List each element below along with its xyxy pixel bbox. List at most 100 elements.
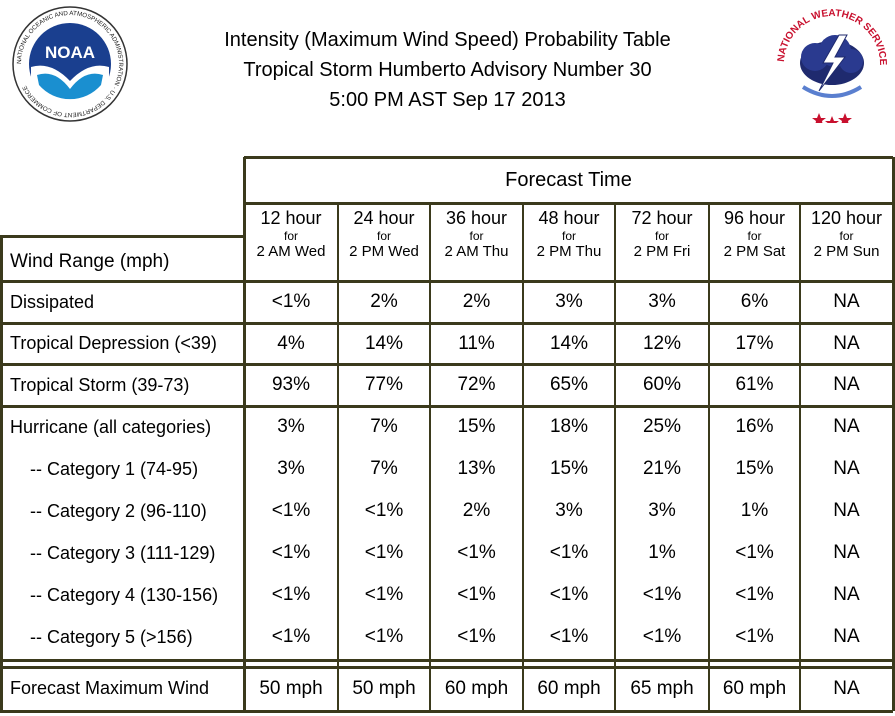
column-header-when: 2 PM Wed xyxy=(349,243,419,260)
table-cell: 7% xyxy=(370,458,398,479)
table-rule xyxy=(708,203,710,711)
column-header-for: for xyxy=(654,229,669,243)
table-cell: <1% xyxy=(364,500,404,521)
table-cell: <1% xyxy=(271,584,311,605)
table-cell: NA xyxy=(833,458,860,479)
table-rule xyxy=(337,203,339,711)
table-cell: <1% xyxy=(549,542,589,563)
table-cell: 60 mph xyxy=(537,677,601,699)
table-rule xyxy=(429,203,431,711)
column-header-for: for xyxy=(376,229,391,243)
column-header-hours: 24 hour xyxy=(353,208,415,228)
table-cell: 15% xyxy=(549,458,589,479)
table-cell: 2% xyxy=(370,291,398,312)
column-header-when: 2 PM Thu xyxy=(536,243,602,260)
table-cell: <1% xyxy=(457,584,496,605)
table-cell: 7% xyxy=(370,416,398,437)
column-header-when: 2 PM Sun xyxy=(813,243,880,260)
column-header: 72 hour for 2 PM Fri xyxy=(615,203,709,281)
table-cell: 65 mph xyxy=(630,677,694,699)
table-rule xyxy=(0,710,893,713)
table-rule xyxy=(614,203,616,711)
table-cell: NA xyxy=(833,584,860,605)
table-cell: NA xyxy=(833,374,860,395)
column-header: 24 hour for 2 PM Wed xyxy=(338,203,430,281)
row-label: Dissipated xyxy=(10,291,95,312)
table-cell: <1% xyxy=(271,291,311,312)
row-label: Tropical Storm (39-73) xyxy=(10,374,190,395)
table-cell: 65% xyxy=(549,374,589,395)
column-header-hours: 36 hour xyxy=(445,208,508,228)
table-cell: <1% xyxy=(642,584,682,605)
table-cell: 4% xyxy=(277,332,305,354)
row-label: -- Category 2 (96-110) xyxy=(30,500,207,521)
table-cell: 1% xyxy=(740,500,769,521)
column-header-hours: 96 hour xyxy=(723,208,786,228)
column-header-when: 2 AM Wed xyxy=(256,243,326,260)
table-cell: 6% xyxy=(740,291,769,312)
table-cell: 60 mph xyxy=(444,677,509,699)
column-header-for: for xyxy=(283,229,298,243)
table-cell: 3% xyxy=(555,500,583,521)
table-cell: 14% xyxy=(549,332,589,354)
title-line-2: Tropical Storm Humberto Advisory Number … xyxy=(243,59,652,81)
table-rule xyxy=(0,659,893,662)
table-cell: NA xyxy=(833,626,860,647)
table-rule xyxy=(0,236,3,711)
row-label: -- Category 3 (111-129) xyxy=(30,542,216,563)
column-header-for: for xyxy=(469,229,484,243)
table-cell: 3% xyxy=(648,500,676,521)
row-label: Forecast Maximum Wind xyxy=(10,678,210,698)
row-label: -- Category 5 (>156) xyxy=(30,626,193,647)
column-header-for: for xyxy=(747,229,762,243)
wind-range-header: Wind Range (mph) xyxy=(10,251,170,272)
table-cell: 1% xyxy=(648,542,676,563)
column-header-hours: 48 hour xyxy=(538,208,600,228)
table-cell: 3% xyxy=(648,291,676,312)
column-header-hours: 72 hour xyxy=(631,208,693,228)
page-title: Intensity (Maximum Wind Speed) Probabili… xyxy=(200,25,695,115)
table-cell: 15% xyxy=(457,416,496,437)
table-cell: 25% xyxy=(642,416,682,437)
row-label: -- Category 1 (74-95) xyxy=(30,458,199,479)
nws-logo: NATIONAL WEATHER SERVICE xyxy=(776,8,888,123)
table-cell: 13% xyxy=(457,458,496,479)
table-cell: 2% xyxy=(462,291,491,312)
column-header-when: 2 PM Sat xyxy=(723,243,786,260)
table-cell: NA xyxy=(833,500,860,521)
table-cell: 17% xyxy=(735,332,774,354)
table-cell: 2% xyxy=(462,500,491,521)
row-label: -- Category 4 (130-156) xyxy=(30,584,219,605)
table-rule xyxy=(522,203,524,711)
column-header: 96 hour for 2 PM Sat xyxy=(709,203,800,281)
table-rule xyxy=(244,202,893,205)
table-cell: NA xyxy=(833,416,860,437)
table-cell: <1% xyxy=(549,584,589,605)
table-cell: 61% xyxy=(735,374,774,395)
table-rule xyxy=(799,203,801,711)
table-cell: <1% xyxy=(457,542,496,563)
table-cell: NA xyxy=(833,332,860,354)
table-cell: <1% xyxy=(457,626,496,647)
row-label: Tropical Depression (<39) xyxy=(10,333,217,353)
column-header-when: 2 AM Thu xyxy=(444,243,509,260)
table-rule xyxy=(0,666,893,669)
table-cell: <1% xyxy=(364,626,404,647)
table-cell: 50 mph xyxy=(259,677,323,699)
table-cell: 50 mph xyxy=(352,677,416,699)
column-header: 120 hour for 2 PM Sun xyxy=(800,203,893,281)
table-cell: 14% xyxy=(364,332,404,354)
table-cell: <1% xyxy=(271,626,311,647)
table-cell: 60 mph xyxy=(722,677,787,699)
table-cell: 18% xyxy=(549,416,589,437)
column-header: 36 hour for 2 AM Thu xyxy=(430,203,523,281)
table-cell: <1% xyxy=(271,542,311,563)
table-rule xyxy=(0,405,893,408)
table-rule xyxy=(0,235,244,238)
column-header-for: for xyxy=(561,229,576,243)
table-cell: 16% xyxy=(735,416,774,437)
table-cell: 60% xyxy=(642,374,682,395)
column-header-hours: 12 hour xyxy=(260,208,322,228)
title-line-3: 5:00 PM AST Sep 17 2013 xyxy=(329,89,566,111)
